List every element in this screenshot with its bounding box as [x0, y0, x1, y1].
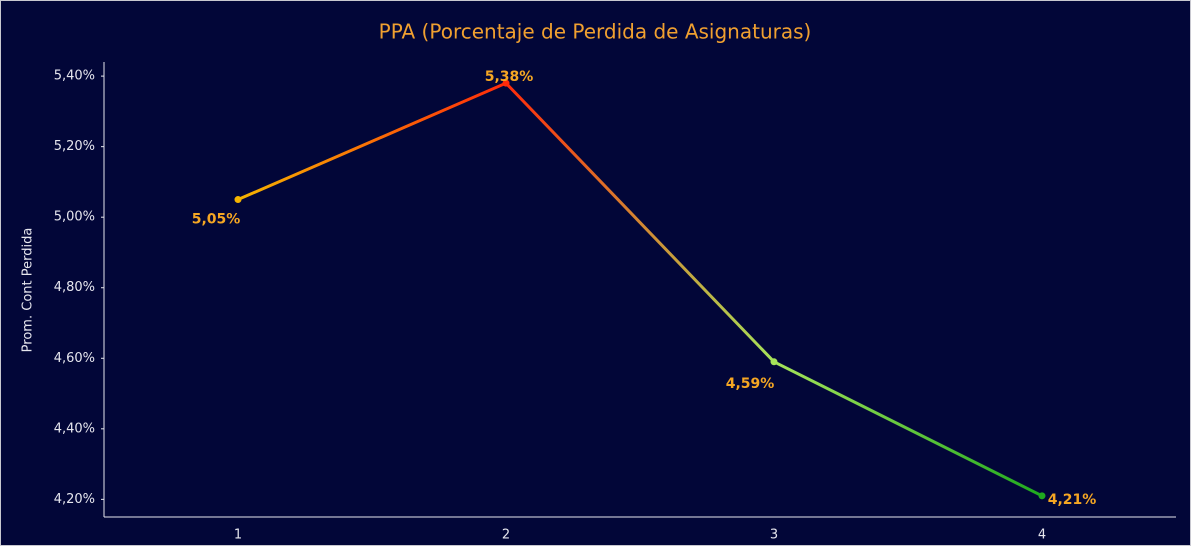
point	[770, 358, 778, 366]
data-label: 5,38%	[485, 69, 534, 85]
x-tick-label: 4	[1038, 528, 1046, 543]
y-tick-label: 4,60%	[54, 351, 95, 366]
line	[237, 81, 1043, 498]
y-tick-label: 4,20%	[54, 492, 95, 507]
y-tick-label: 5,00%	[54, 210, 95, 225]
x-tick-label: 3	[770, 528, 778, 543]
point	[1038, 492, 1046, 500]
chart-title: PPA (Porcentaje de Perdida de Asignatura…	[379, 20, 812, 44]
y-tick-label: 4,80%	[54, 280, 95, 295]
point	[234, 196, 242, 204]
x-tick-label: 2	[502, 528, 510, 543]
point	[502, 79, 510, 87]
data-label: 5,05%	[192, 212, 241, 228]
y-tick-label: 4,40%	[54, 421, 95, 436]
y-axis-title: Prom. Cont Perdida	[21, 228, 36, 353]
data-label: 4,21%	[1048, 492, 1097, 508]
data-label: 4,59%	[726, 376, 775, 392]
y-tick-label: 5,40%	[54, 69, 95, 84]
x-tick-label: 1	[234, 528, 242, 543]
y-tick-label: 5,20%	[54, 139, 95, 154]
